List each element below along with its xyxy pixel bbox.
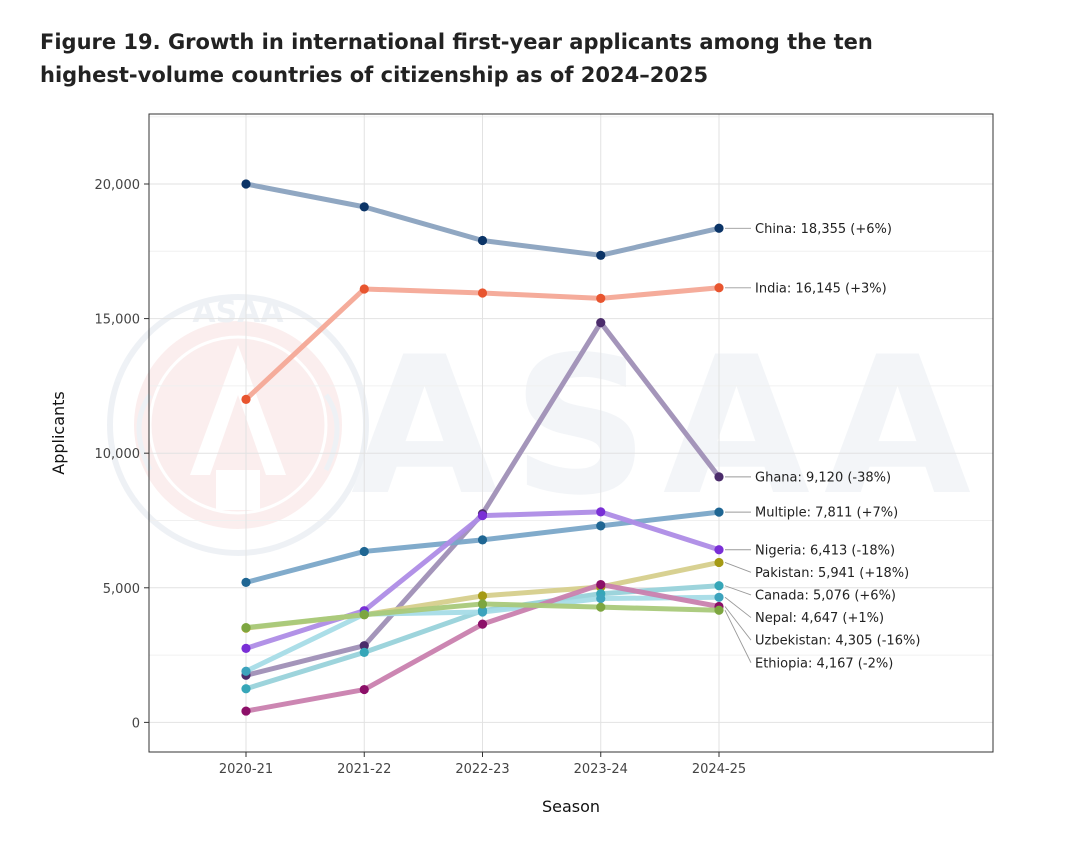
- data-point-multiple: [714, 507, 724, 517]
- data-point-ghana: [596, 318, 606, 328]
- data-point-china: [714, 223, 724, 233]
- data-point-pakistan: [477, 591, 488, 601]
- data-point-china: [596, 250, 606, 260]
- label-leader-nepal: [724, 596, 752, 618]
- data-point-nigeria: [477, 511, 488, 521]
- series-label-pakistan: Pakistan: 5,941 (+18%): [755, 566, 909, 581]
- watermark-text: ASAA: [351, 316, 985, 537]
- data-point-multiple: [596, 521, 606, 531]
- data-point-multiple: [241, 577, 251, 588]
- series-label-ghana: Ghana: 9,120 (-38%): [755, 470, 891, 485]
- x-axis-title: Season: [542, 797, 600, 816]
- data-point-india: [714, 283, 724, 293]
- data-point-nepal: [477, 607, 488, 617]
- y-tick-label: 10,000: [95, 447, 141, 462]
- label-leader-canada: [724, 585, 752, 596]
- series-label-china: China: 18,355 (+6%): [755, 222, 892, 237]
- label-leader-ethiopia: [724, 610, 752, 663]
- y-tick-label: 20,000: [95, 178, 141, 193]
- data-point-india: [359, 284, 369, 294]
- series-label-multiple: Multiple: 7,811 (+7%): [755, 506, 898, 521]
- series-label-ethiopia: Ethiopia: 4,167 (-2%): [755, 656, 893, 671]
- watermark-seal-icon: ASAA: [107, 294, 369, 556]
- data-point-canada: [241, 684, 251, 694]
- series-label-canada: Canada: 5,076 (+6%): [755, 588, 896, 603]
- y-axis: 0 5,000 10,000 15,000 20,000: [95, 178, 149, 731]
- point-layer: [241, 179, 724, 716]
- x-tick-label: 2024-25: [692, 762, 746, 777]
- data-point-nepal: [596, 593, 606, 604]
- series-label-uzbekistan: Uzbekistan: 4,305 (-16%): [755, 634, 920, 649]
- data-point-nigeria: [714, 545, 724, 555]
- x-tick-label: 2022-23: [455, 762, 509, 777]
- data-point-canada: [359, 647, 369, 657]
- plot-frame: [148, 113, 994, 753]
- y-tick-label: 0: [132, 716, 140, 731]
- x-axis: 2020-21 2021-22 2022-23 2023-24 2024-25: [219, 752, 746, 777]
- data-point-india: [241, 394, 251, 404]
- data-point-ethiopia: [714, 605, 724, 615]
- data-point-china: [477, 235, 488, 246]
- data-point-canada: [714, 581, 724, 591]
- watermark-seal-text: ASAA: [192, 295, 284, 330]
- data-point-uzbekistan: [241, 706, 251, 716]
- x-tick-label: 2020-21: [219, 762, 273, 777]
- data-point-ethiopia: [359, 610, 369, 620]
- data-point-multiple: [477, 535, 488, 545]
- y-tick-label: 5,000: [103, 582, 140, 597]
- data-point-nepal: [241, 666, 251, 676]
- y-tick-label: 15,000: [95, 313, 141, 328]
- data-point-india: [477, 288, 488, 298]
- data-point-nigeria: [596, 507, 606, 517]
- x-tick-label: 2023-24: [574, 762, 628, 777]
- data-point-india: [596, 293, 606, 304]
- x-tick-label: 2021-22: [337, 762, 391, 777]
- series-label-india: India: 16,145 (+3%): [755, 281, 887, 296]
- figure-title: Figure 19. Growth in international first…: [40, 30, 873, 87]
- data-point-china: [241, 179, 251, 189]
- data-point-nigeria: [241, 643, 251, 653]
- data-point-uzbekistan: [477, 619, 488, 629]
- y-axis-title: Applicants: [49, 391, 68, 475]
- data-point-ethiopia: [477, 599, 488, 609]
- data-point-ethiopia: [241, 623, 251, 633]
- series-label-layer: China: 18,355 (+6%) India: 16,145 (+3%) Gh…: [724, 222, 920, 671]
- series-label-nigeria: Nigeria: 6,413 (-18%): [755, 543, 895, 558]
- data-point-multiple: [359, 546, 369, 557]
- data-point-nepal: [714, 592, 724, 602]
- grid: [149, 114, 993, 752]
- data-point-ethiopia: [596, 602, 606, 612]
- label-leader-pakistan: [724, 562, 752, 573]
- data-point-ghana: [714, 472, 724, 482]
- series-label-nepal: Nepal: 4,647 (+1%): [755, 611, 884, 626]
- data-point-pakistan: [714, 557, 724, 568]
- data-point-uzbekistan: [359, 684, 369, 695]
- data-point-china: [359, 202, 369, 212]
- label-leader-uzbekistan: [724, 606, 752, 641]
- data-point-uzbekistan: [596, 579, 606, 590]
- data-point-ghana: [359, 641, 369, 651]
